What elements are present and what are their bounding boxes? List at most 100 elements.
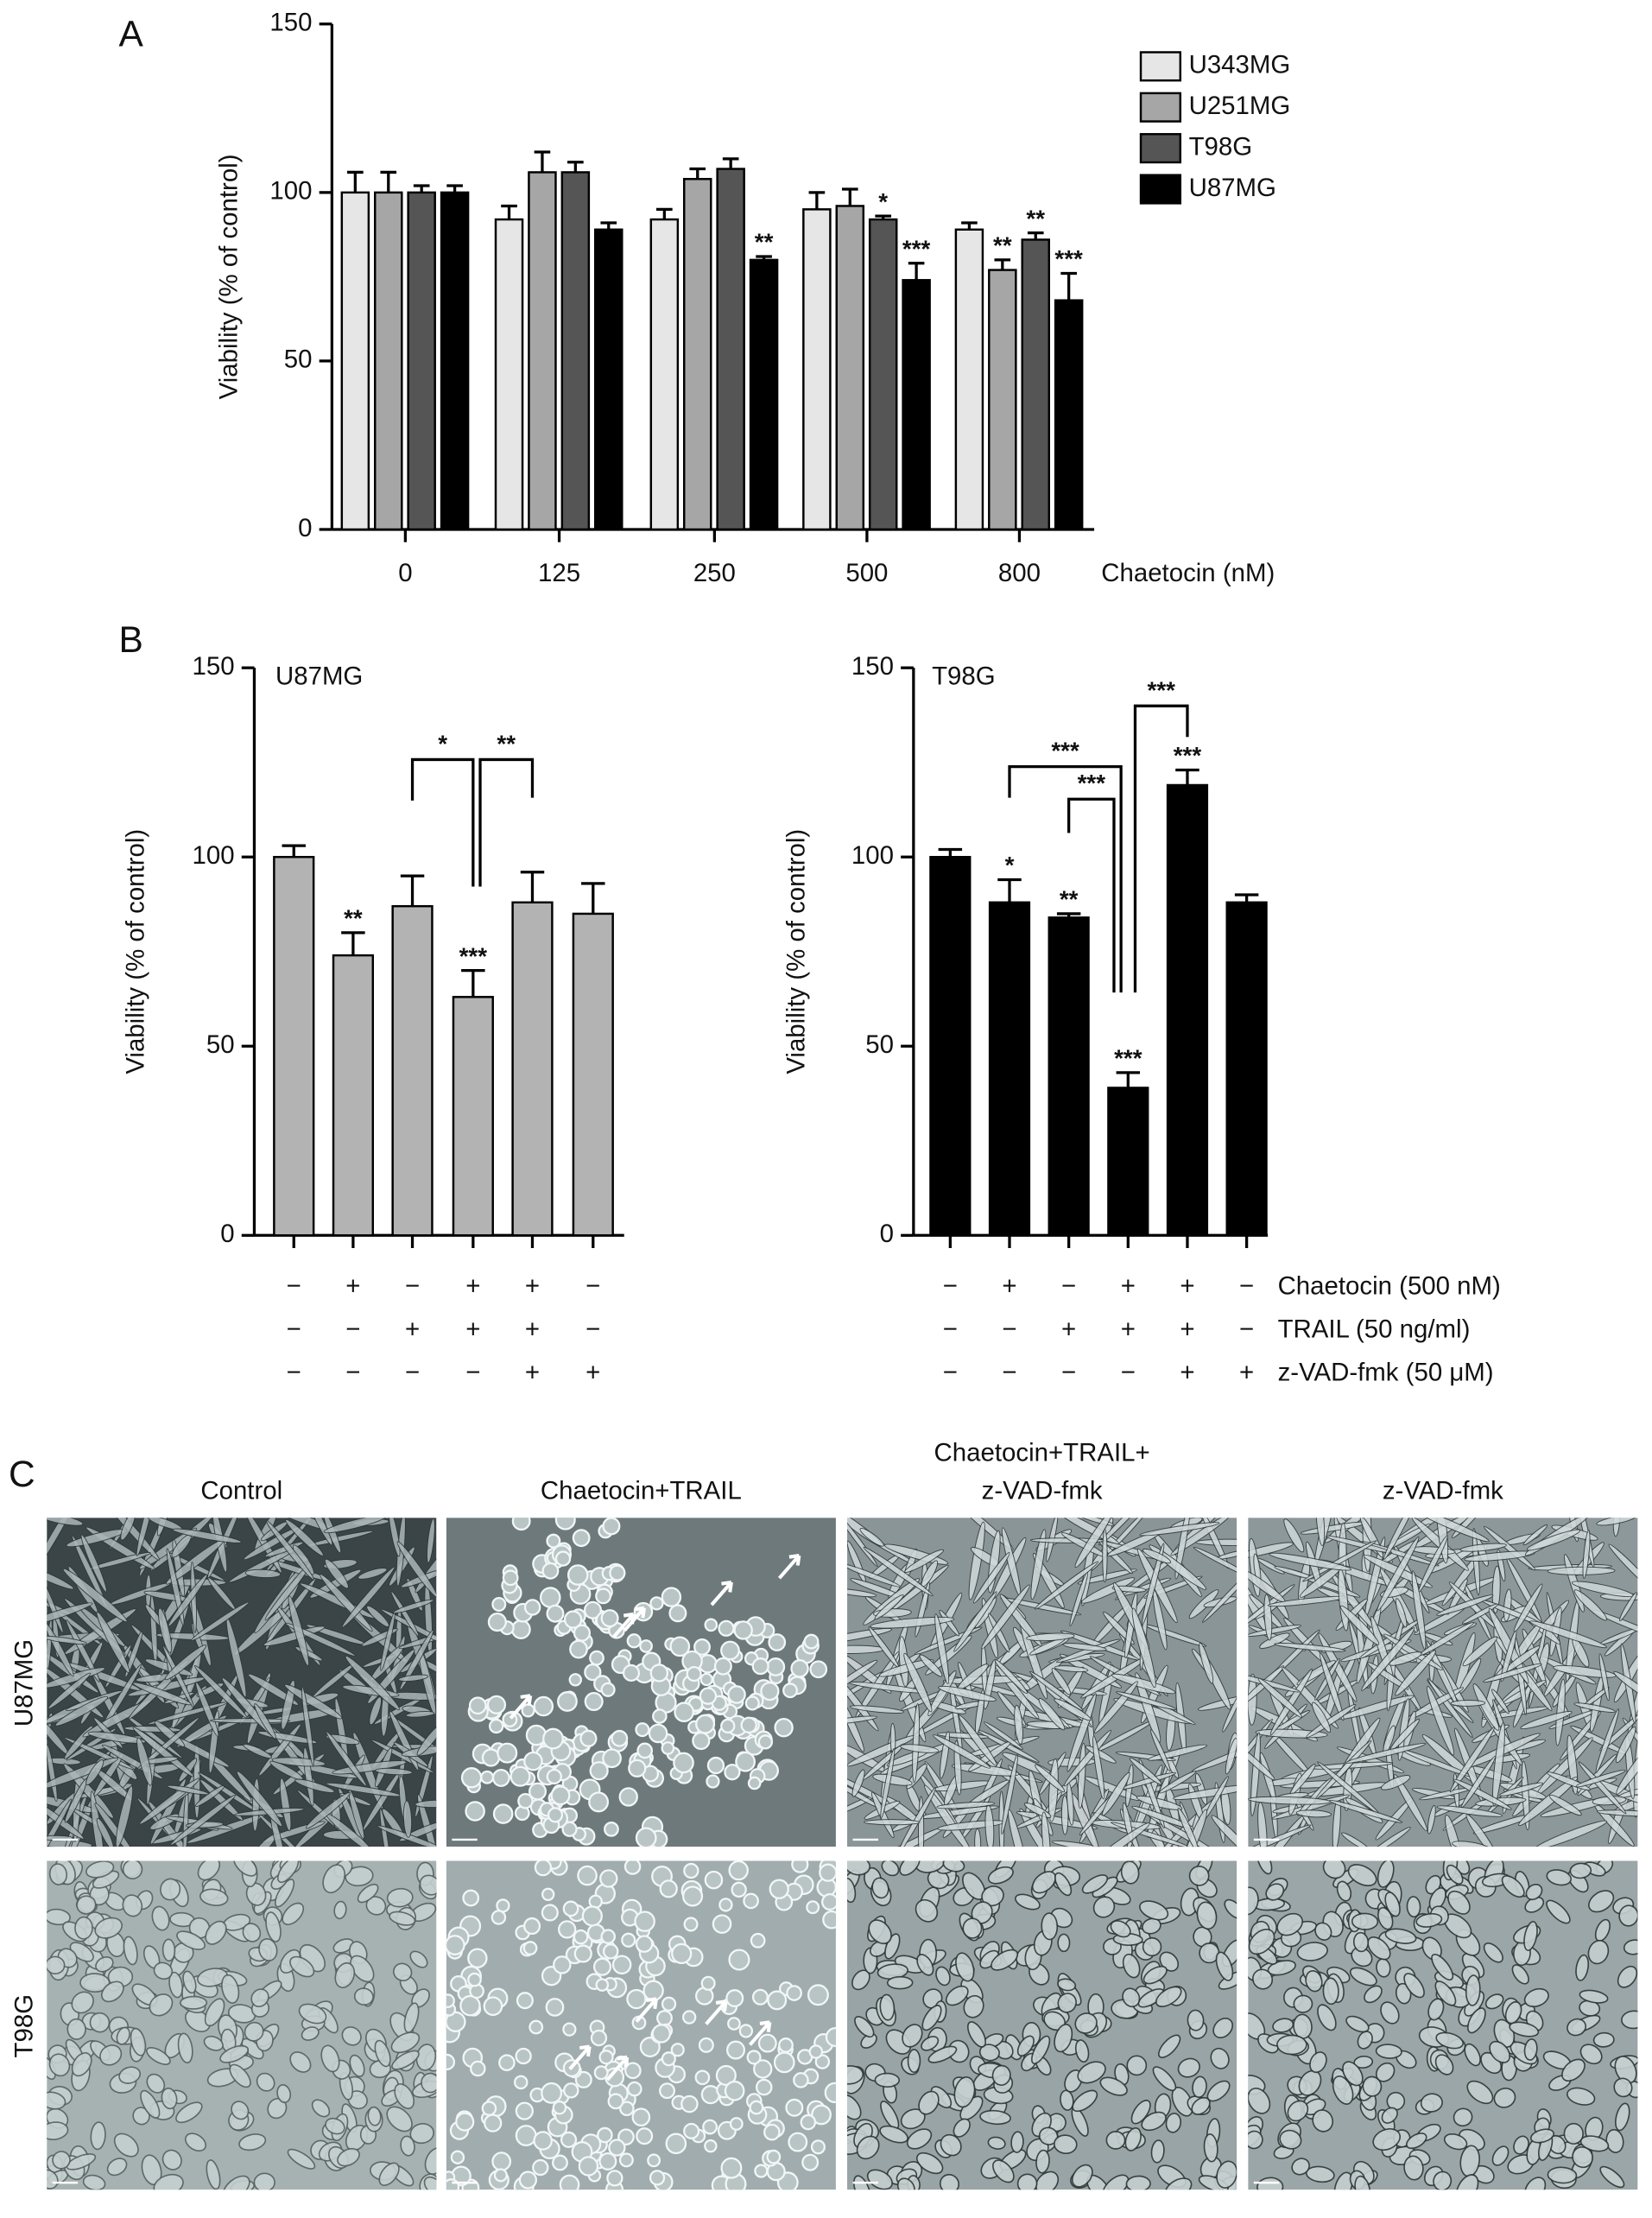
cell — [523, 1599, 541, 1616]
cell — [811, 2104, 832, 2126]
cell — [1345, 1742, 1427, 1764]
bar — [1225, 901, 1268, 1237]
cell — [561, 1821, 578, 1837]
cell — [552, 2100, 567, 2115]
cell — [515, 2101, 534, 2120]
cell — [1393, 1774, 1428, 1832]
cell — [686, 1666, 702, 1683]
bar — [452, 996, 494, 1237]
cell — [392, 1962, 413, 1982]
cell — [704, 2139, 718, 2153]
cell — [939, 1609, 960, 1637]
bar — [716, 168, 745, 531]
cell — [642, 1980, 664, 2001]
cell — [1067, 1693, 1097, 1772]
cell — [562, 2022, 577, 2037]
cell — [938, 1685, 997, 1702]
cell — [1427, 1998, 1445, 2021]
cell — [1115, 1691, 1177, 1710]
significance-label: * — [878, 188, 888, 215]
cell — [1081, 1577, 1136, 1604]
cell — [1274, 1566, 1314, 1580]
cell — [52, 2151, 71, 2170]
cell — [1142, 1936, 1162, 1957]
cell — [1124, 2126, 1142, 2151]
cell — [341, 2026, 362, 2046]
cell — [1126, 2055, 1148, 2076]
cell — [1142, 1965, 1168, 1985]
cell — [76, 1895, 97, 1915]
cell — [661, 1996, 677, 2012]
cell — [577, 1865, 598, 1886]
cell — [47, 1564, 74, 1590]
cell — [899, 1860, 921, 1876]
cell — [731, 1881, 747, 1898]
error-bar — [938, 847, 963, 858]
cell — [1351, 1912, 1379, 1930]
cell — [659, 1879, 678, 1898]
condition-sign: − — [287, 1315, 301, 1343]
cell — [1403, 2155, 1424, 2181]
cell — [720, 1718, 736, 1734]
cell — [1131, 1607, 1156, 1689]
bar — [440, 191, 470, 531]
cell — [735, 1751, 756, 1772]
condition-sign: + — [1121, 1315, 1136, 1343]
cell — [693, 1638, 711, 1656]
cell — [390, 1591, 420, 1637]
cell — [1138, 1758, 1165, 1829]
cell — [89, 2012, 111, 2033]
cell — [415, 1799, 437, 1809]
cell — [424, 2147, 437, 2175]
cell — [927, 1670, 957, 1717]
error-bar — [347, 170, 364, 193]
cell — [146, 2047, 171, 2065]
cell — [598, 2050, 614, 2065]
error-bar — [722, 157, 739, 169]
cell — [1464, 2043, 1481, 2067]
cell — [1248, 1928, 1275, 1955]
cell — [374, 2039, 391, 2068]
error-bar — [808, 191, 826, 210]
cell — [1155, 1986, 1182, 2007]
cell — [488, 1718, 504, 1734]
cell — [515, 2125, 537, 2146]
cell — [1616, 1740, 1638, 1795]
cell — [1523, 1987, 1549, 2008]
cell — [491, 2151, 512, 2171]
arrow — [568, 2044, 592, 2070]
cell — [906, 2128, 933, 2150]
cell — [265, 1911, 282, 1942]
cell — [713, 1657, 732, 1676]
cell — [590, 2029, 608, 2047]
cell — [599, 1869, 618, 1888]
cell — [47, 2121, 69, 2141]
cell — [1225, 1738, 1237, 1775]
error-bar — [994, 258, 1011, 270]
cell — [153, 1961, 174, 1980]
cell — [177, 2032, 193, 2064]
cell — [242, 1923, 262, 1942]
cell — [1054, 2024, 1073, 2053]
cell — [1322, 1977, 1339, 2006]
cell — [521, 1703, 535, 1718]
cell — [635, 1722, 650, 1738]
cell — [649, 1664, 669, 1683]
cell — [740, 1716, 757, 1734]
cell — [589, 1650, 604, 1666]
cell — [1529, 2128, 1555, 2144]
cell — [1152, 2066, 1177, 2092]
significance-label: ** — [344, 904, 363, 931]
cell — [1339, 1605, 1380, 1645]
cell — [276, 2084, 292, 2104]
cell — [757, 1734, 774, 1750]
cell — [1575, 1770, 1626, 1788]
cell — [1317, 2004, 1337, 2031]
cell — [1212, 2018, 1234, 2039]
cell — [1621, 2010, 1638, 2030]
cell — [1279, 2129, 1302, 2150]
cell — [243, 1526, 301, 1561]
cell — [847, 1860, 871, 1876]
cell — [1427, 1677, 1473, 1739]
cell — [1598, 1653, 1610, 1702]
